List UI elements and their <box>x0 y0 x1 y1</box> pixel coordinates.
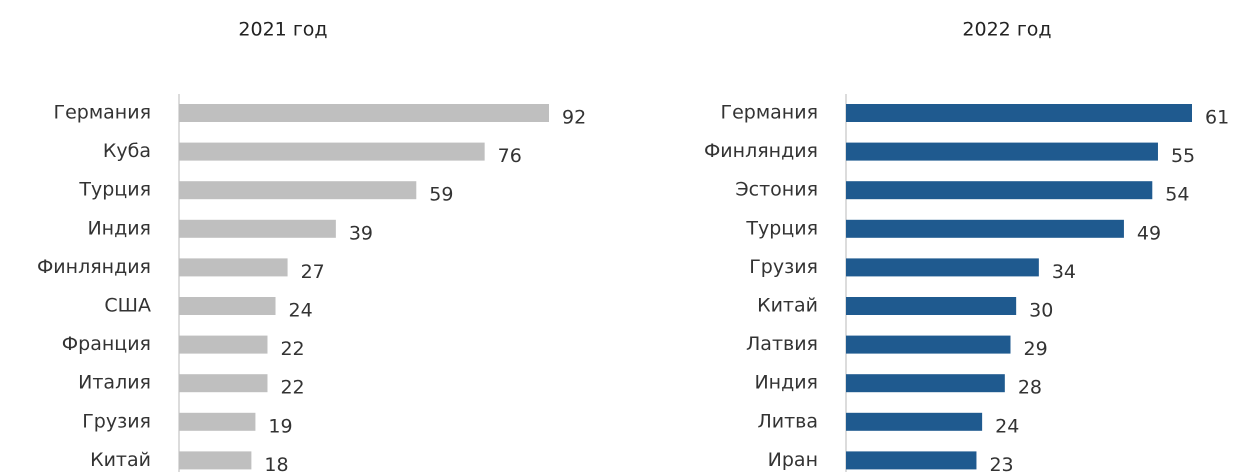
category-label: Грузия <box>749 256 818 278</box>
value-label: 61 <box>1205 107 1229 129</box>
bar <box>179 142 485 161</box>
category-label: Китай <box>90 449 151 471</box>
category-label: Финляндия <box>37 256 151 278</box>
bar <box>846 181 1153 200</box>
value-label: 34 <box>1052 261 1076 283</box>
category-label: Германия <box>53 102 151 124</box>
bar <box>846 258 1039 277</box>
category-label: Германия <box>720 102 818 124</box>
category-label: Франция <box>62 333 151 355</box>
value-label: 54 <box>1165 184 1189 206</box>
category-label: США <box>104 295 151 317</box>
value-label: 29 <box>1023 338 1047 360</box>
bar <box>846 297 1017 315</box>
category-label: Турция <box>745 217 818 239</box>
bar <box>179 258 288 277</box>
value-label: 39 <box>349 222 373 244</box>
category-label: Иран <box>768 449 818 471</box>
category-label: Индия <box>754 372 818 394</box>
bar <box>179 297 276 315</box>
value-label: 22 <box>280 338 304 360</box>
bar <box>179 104 549 122</box>
value-label: 76 <box>498 145 522 167</box>
category-label: Эстония <box>735 179 818 201</box>
category-label: Индия <box>87 217 151 239</box>
category-label: Грузия <box>82 410 151 432</box>
bar <box>846 374 1005 393</box>
category-label: Китай <box>757 295 818 317</box>
bar <box>846 335 1011 354</box>
value-label: 22 <box>280 377 304 399</box>
bar <box>179 451 252 470</box>
value-label: 27 <box>301 261 325 283</box>
value-label: 18 <box>264 454 288 472</box>
category-label: Италия <box>78 372 151 394</box>
category-label: Турция <box>78 179 151 201</box>
bar <box>846 451 977 470</box>
chart-title: 2021 год <box>238 19 327 41</box>
value-label: 30 <box>1029 300 1053 322</box>
value-label: 59 <box>429 184 453 206</box>
bar <box>846 219 1124 238</box>
bar <box>846 412 983 431</box>
bar <box>179 335 268 354</box>
bar <box>179 374 268 393</box>
category-label: Финляндия <box>704 140 818 162</box>
bar <box>179 181 417 200</box>
chart-title: 2022 год <box>962 19 1051 41</box>
bar <box>846 104 1192 122</box>
value-label: 92 <box>562 107 586 129</box>
bar <box>179 412 256 431</box>
value-label: 23 <box>989 454 1013 472</box>
bar <box>846 142 1158 161</box>
value-label: 24 <box>995 415 1019 437</box>
value-label: 24 <box>289 300 313 322</box>
category-label: Латвия <box>746 333 818 355</box>
value-label: 49 <box>1137 222 1161 244</box>
value-label: 55 <box>1171 145 1195 167</box>
value-label: 19 <box>268 415 292 437</box>
category-label: Литва <box>757 410 818 432</box>
value-label: 28 <box>1018 377 1042 399</box>
bar <box>179 219 336 238</box>
category-label: Куба <box>103 140 151 162</box>
